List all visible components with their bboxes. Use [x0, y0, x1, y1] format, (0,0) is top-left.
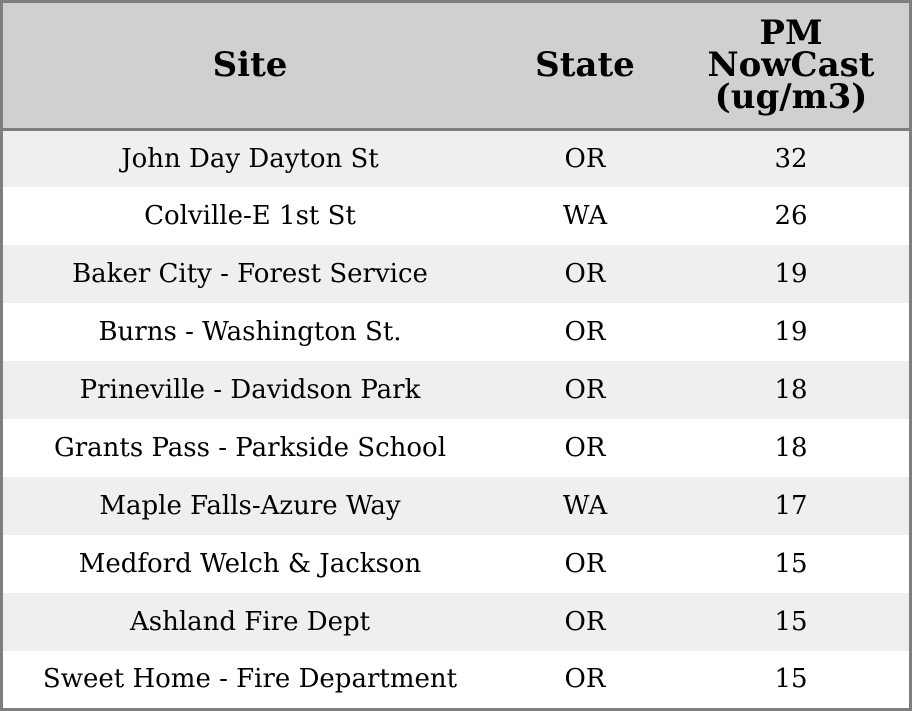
table-row: John Day Dayton St OR 32: [3, 129, 909, 187]
air-quality-table: Site State PM NowCast (ug/m3) John Day D…: [3, 3, 909, 707]
column-header-state: State: [497, 3, 673, 131]
cell-site: Baker City - Forest Service: [72, 259, 428, 289]
table-row: Medford Welch & Jackson OR 15: [3, 535, 909, 593]
column-header-pm-nowcast: PM NowCast (ug/m3): [673, 3, 909, 131]
table-row: Baker City - Forest Service OR 19: [3, 245, 909, 303]
cell-state: WA: [562, 201, 608, 231]
table-row: Prineville - Davidson Park OR 18: [3, 361, 909, 419]
cell-pm-nowcast: 19: [774, 259, 808, 289]
table-row: Burns - Washington St. OR 19: [3, 303, 909, 361]
cell-pm-nowcast: 26: [774, 201, 808, 231]
cell-state: OR: [564, 317, 606, 347]
cell-state: OR: [564, 549, 606, 579]
table-row: Grants Pass - Parkside School OR 18: [3, 419, 909, 477]
column-header-pm-line-1: PM: [759, 13, 823, 54]
table-header-row: Site State PM NowCast (ug/m3): [3, 3, 909, 131]
cell-state: OR: [564, 259, 606, 289]
cell-pm-nowcast: 15: [774, 607, 808, 637]
column-header-pm-line-2: NowCast: [707, 45, 875, 86]
cell-pm-nowcast: 19: [774, 317, 808, 347]
column-header-site-line: Site: [212, 45, 288, 86]
cell-state: OR: [564, 143, 606, 174]
cell-site: John Day Dayton St: [121, 143, 379, 174]
column-header-pm-line-3: (ug/m3): [714, 77, 868, 118]
cell-state: OR: [564, 664, 606, 694]
table-row: Maple Falls-Azure Way WA 17: [3, 477, 909, 535]
cell-site: Medford Welch & Jackson: [78, 549, 422, 579]
cell-state: OR: [564, 607, 606, 637]
table-body: John Day Dayton St OR 32 Colville-E 1st St W…: [3, 129, 909, 707]
cell-site: Burns - Washington St.: [98, 317, 402, 347]
cell-state: OR: [564, 433, 606, 463]
column-header-site: Site: [3, 3, 497, 131]
cell-site: Ashland Fire Dept: [129, 607, 371, 637]
cell-pm-nowcast: 18: [774, 433, 808, 463]
table-row: Ashland Fire Dept OR 15: [3, 593, 909, 651]
cell-state: WA: [562, 491, 608, 521]
cell-pm-nowcast: 17: [774, 491, 808, 521]
cell-state: OR: [564, 375, 606, 405]
cell-pm-nowcast: 15: [774, 549, 808, 579]
cell-site: Colville-E 1st St: [144, 201, 356, 231]
cell-site: Sweet Home - Fire Department: [42, 664, 458, 694]
cell-pm-nowcast: 18: [774, 375, 808, 405]
table-row: Sweet Home - Fire Department OR 15: [3, 651, 909, 707]
table-row: Colville-E 1st St WA 26: [3, 187, 909, 245]
column-header-state-line: State: [535, 45, 635, 86]
cell-pm-nowcast: 15: [774, 664, 808, 694]
cell-site: Prineville - Davidson Park: [79, 375, 421, 405]
cell-site: Grants Pass - Parkside School: [53, 433, 447, 463]
cell-site: Maple Falls-Azure Way: [99, 491, 401, 521]
cell-pm-nowcast: 32: [774, 143, 808, 174]
